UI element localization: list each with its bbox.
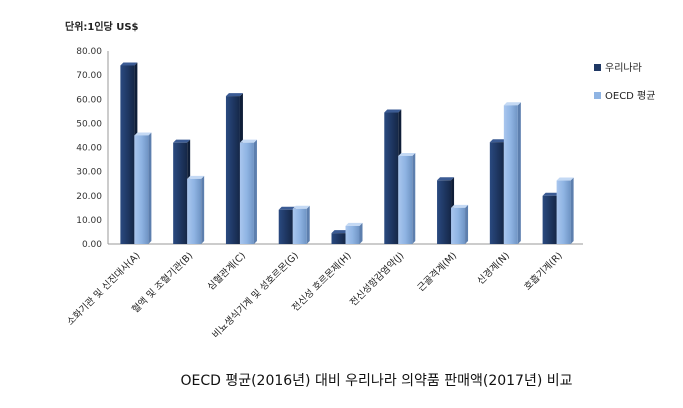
bar-top xyxy=(451,204,469,208)
bar-top xyxy=(134,132,152,136)
bar xyxy=(556,180,571,244)
bar xyxy=(437,180,452,244)
bars xyxy=(120,62,574,245)
bar xyxy=(503,105,518,244)
bar xyxy=(134,135,149,244)
y-tick-label: 20.00 xyxy=(76,192,102,202)
bar-side xyxy=(253,139,257,244)
legend: 우리나라 OECD 평균 xyxy=(594,62,655,102)
category-labels: 소화기관 및 신진대사(A)혈액 및 조혈기관(B) 심혈관계(C)비뇨생식기계 … xyxy=(64,250,564,341)
bar-side xyxy=(412,152,416,244)
bar-top xyxy=(384,109,402,113)
bar-top xyxy=(542,192,560,196)
bar-top xyxy=(278,206,296,210)
y-tick-label: 50.00 xyxy=(76,119,102,129)
bar xyxy=(278,209,293,244)
bar xyxy=(225,96,240,245)
legend-label: OECD 평균 xyxy=(605,90,655,102)
bar-side xyxy=(148,132,152,244)
category-label: 소화기관 및 신진대사(A) xyxy=(64,250,142,328)
bar-side xyxy=(465,204,469,244)
bar-chart: 0.00 10.00 20.00 30.00 40.00 50.00 60.00 70.00 8… xyxy=(64,47,655,341)
chart-caption: OECD 평균(2016년) 대비 우리나라 의약품 판매액(2017년) 비교 xyxy=(180,373,573,389)
bar xyxy=(187,178,202,244)
bar-top xyxy=(556,177,574,181)
bar-side xyxy=(359,222,363,244)
category-label: 전신성 호르몬제(H) xyxy=(290,250,353,313)
bar xyxy=(398,155,413,244)
category-label: 근골격계(M) xyxy=(415,250,459,294)
bar-side xyxy=(517,102,521,244)
bar-top xyxy=(437,177,455,181)
bar xyxy=(331,233,346,244)
bar xyxy=(489,142,504,244)
y-tick-label: 80.00 xyxy=(76,47,102,57)
bar-top xyxy=(225,93,243,97)
category-label: 전신성항감염약(J) xyxy=(347,250,406,309)
category-label: 호흡기계(R) xyxy=(522,250,565,293)
y-tick-label: 30.00 xyxy=(76,168,102,178)
category-label: 비뇨생식기계 및 성호르몬(G) xyxy=(210,250,301,341)
bar-top xyxy=(398,152,416,156)
bar-top xyxy=(173,139,191,143)
category-label: 심혈관계(C) xyxy=(205,250,248,293)
bar-side xyxy=(306,205,310,244)
bar xyxy=(345,225,360,244)
y-tick-label: 40.00 xyxy=(76,144,102,154)
bar-top xyxy=(187,175,205,179)
bar-side xyxy=(570,177,574,244)
legend-swatch xyxy=(594,64,601,71)
y-tick-label: 0.00 xyxy=(82,240,102,250)
bar-top xyxy=(503,102,521,106)
y-tick-label: 10.00 xyxy=(76,216,102,226)
bar-side xyxy=(201,175,205,244)
bar-top xyxy=(120,62,138,66)
unit-label: 단위:1인당 US$ xyxy=(65,22,139,33)
legend-swatch xyxy=(594,92,601,99)
category-label: 신경계(N) xyxy=(475,250,512,287)
y-tick-label: 60.00 xyxy=(76,95,102,105)
bar xyxy=(292,208,307,244)
bar-top xyxy=(489,139,507,143)
y-tick-label: 70.00 xyxy=(76,71,102,81)
bar xyxy=(239,142,254,244)
bar xyxy=(173,142,188,244)
bar-top xyxy=(345,222,363,226)
bar-top xyxy=(292,205,310,209)
legend-label: 우리나라 xyxy=(605,62,642,74)
bar xyxy=(120,65,135,244)
bar xyxy=(542,195,557,244)
bar-top xyxy=(239,139,257,143)
bar xyxy=(451,207,466,244)
bar-top xyxy=(331,230,349,234)
bar xyxy=(384,112,399,244)
